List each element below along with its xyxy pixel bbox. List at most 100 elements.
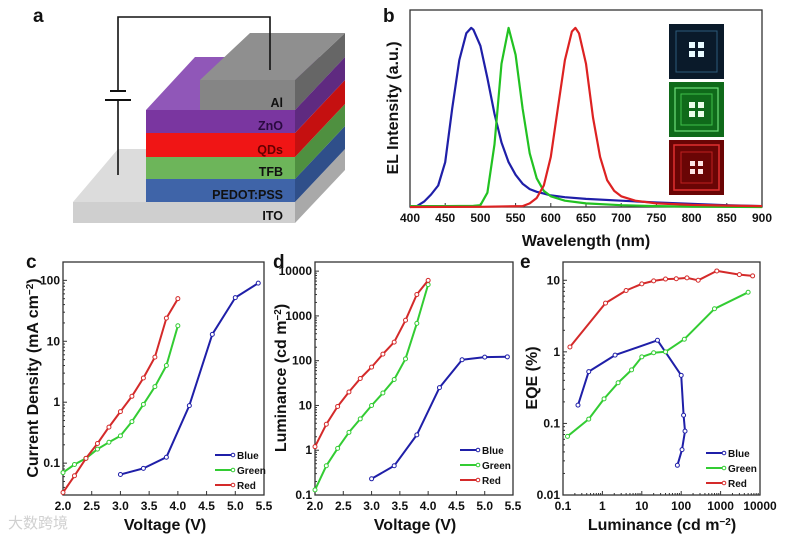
ito-front-face	[73, 202, 295, 223]
y-tick-label: 10	[547, 273, 561, 287]
x-tick-label: 3.0	[112, 499, 129, 513]
data-point-red	[140, 375, 146, 381]
data-point-green	[369, 402, 375, 408]
data-point-blue	[586, 369, 592, 375]
data-point-red	[152, 354, 158, 360]
x-tick-label: 700	[611, 211, 631, 225]
layer-label-pedot: PEDOT:PSS	[212, 188, 283, 202]
x-tick-label: 2.5	[83, 499, 100, 513]
y-tick-label: 100	[40, 273, 60, 287]
data-point-green	[175, 323, 181, 329]
data-point-green	[629, 367, 635, 373]
data-point-red	[414, 292, 420, 298]
data-point-blue	[459, 357, 465, 363]
legend-label-red: Red	[482, 476, 501, 487]
legend-marker-green	[230, 467, 236, 473]
y-tick-label: 0.1	[43, 456, 60, 470]
data-point-green	[60, 470, 66, 476]
legend-marker-red	[475, 477, 481, 483]
plot-frame	[62, 261, 265, 496]
device-schematic: Al ZnO QDs TFB PEDOT:PSS ITO	[73, 16, 345, 223]
x-tick-label: 4.5	[448, 499, 465, 513]
legend-marker-green	[721, 465, 727, 471]
data-point-blue	[575, 402, 581, 408]
legend-label-green: Green	[728, 464, 757, 475]
chart-d: 2.0 2.5 3.0 3.5 4.0 4.5 5.0 5.5 0.1 1 10 100 1000 100…	[273, 261, 522, 534]
data-point-green	[163, 363, 169, 369]
x-tick-label: 3.5	[392, 499, 409, 513]
circuit-wire	[117, 16, 271, 90]
data-point-green	[651, 350, 657, 356]
x-tick-label: 5.0	[227, 499, 244, 513]
data-point-blue	[186, 403, 192, 409]
y-tick-label: 1000	[285, 309, 312, 323]
device-photo-insets	[669, 24, 724, 195]
legend-marker-red	[721, 480, 727, 486]
legend-label-green: Green	[237, 466, 266, 477]
legend-label-red: Red	[728, 479, 747, 490]
x-tick-label: 2.5	[335, 499, 352, 513]
legend-label-green: Green	[482, 461, 511, 472]
y-axis-label: EL Intensity (a.u.)	[385, 41, 402, 174]
data-point-green	[380, 390, 386, 396]
data-point-blue	[163, 454, 169, 460]
data-point-green	[335, 445, 341, 451]
series-line-blue	[409, 26, 763, 209]
qds-front	[146, 133, 295, 157]
data-point-green	[129, 419, 135, 425]
watermark: 大数跨境	[8, 514, 68, 532]
x-axis-label: Luminance (cd m−2)	[588, 517, 736, 535]
data-point-green	[745, 289, 751, 295]
data-point-blue	[681, 412, 687, 418]
x-tick-label: 3.5	[141, 499, 158, 513]
data-point-red	[83, 455, 89, 461]
y-tick-label: 1	[553, 345, 560, 359]
legend-label-blue: Blue	[728, 449, 750, 460]
data-point-red	[60, 489, 66, 495]
x-tick-label: 4.0	[420, 499, 437, 513]
data-point-green	[711, 306, 717, 312]
series-line-red	[409, 26, 763, 209]
x-tick-label: 650	[576, 211, 596, 225]
green-device-photo	[669, 82, 724, 137]
data-point-red	[129, 393, 135, 399]
data-point-blue	[140, 465, 146, 471]
data-point-blue	[209, 331, 215, 337]
legend-marker-red	[230, 482, 236, 488]
panel-label-e: e	[520, 252, 531, 273]
series-line-red	[314, 279, 429, 448]
y-tick-label: 1	[53, 395, 60, 409]
x-tick-label: 600	[541, 211, 561, 225]
x-tick-label: 10	[635, 499, 649, 513]
data-point-blue	[369, 476, 375, 482]
x-tick-label: 5.0	[476, 499, 493, 513]
data-point-blue	[414, 432, 420, 438]
chart-b: 400 450 500 550 600 650 700 750 800 850 900 Wavelen…	[385, 9, 772, 250]
y-tick-label: 10000	[279, 264, 313, 278]
x-tick-label: 100	[671, 499, 691, 513]
data-point-red	[403, 317, 409, 323]
x-tick-label: 5.5	[505, 499, 522, 513]
data-point-blue	[654, 337, 660, 343]
x-axis-label: Voltage (V)	[374, 517, 456, 534]
data-point-red	[750, 273, 756, 279]
y-axis-label: Luminance (cd m−2)	[273, 304, 291, 452]
pedot-front	[146, 179, 295, 202]
tfb-side	[295, 104, 345, 179]
layer-label-ito: ITO	[262, 209, 283, 223]
x-tick-label: 10000	[743, 499, 777, 513]
data-point-green	[601, 396, 607, 402]
data-point-red	[623, 287, 629, 293]
y-axis-label: Current Density (mA cm−2)	[25, 278, 43, 477]
series-line-green	[566, 291, 749, 438]
plot-frame	[562, 261, 761, 496]
panel-label-a: a	[33, 6, 44, 27]
series-line-green	[410, 26, 763, 209]
layer-label-qds: QDs	[257, 143, 283, 157]
data-point-blue	[674, 462, 680, 468]
data-point-red	[603, 300, 609, 306]
panel-label-c: c	[26, 252, 37, 273]
zno-front	[146, 110, 295, 133]
tfb-front	[146, 157, 295, 179]
x-tick-label: 500	[470, 211, 490, 225]
